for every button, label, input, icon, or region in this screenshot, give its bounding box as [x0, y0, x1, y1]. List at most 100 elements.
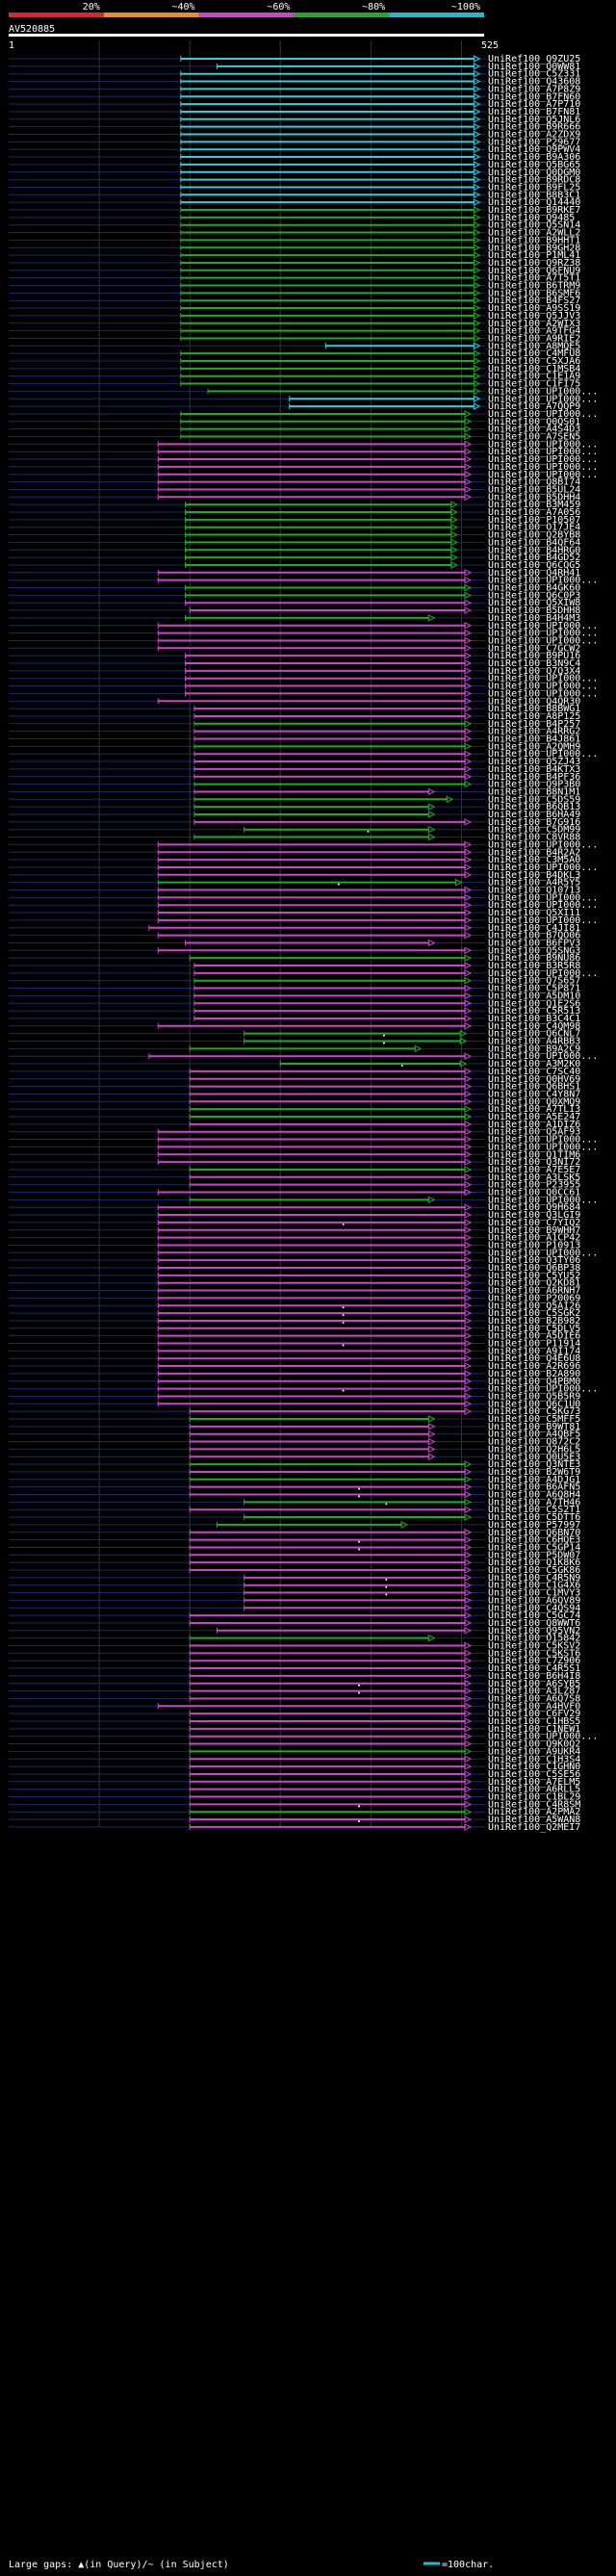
hit-label[interactable]: UniRef100_B8B3C1: [488, 190, 580, 200]
alignment-row[interactable]: UniRef100_Q43608: [9, 77, 580, 88]
hit-label[interactable]: UniRef100_C4R5S1: [488, 1663, 580, 1674]
hit-label[interactable]: UniRef100_B4FS27: [488, 296, 580, 306]
alignment-row[interactable]: UniRef100_Q6CNL7: [9, 1029, 580, 1040]
hit-label[interactable]: UniRef100_UPI000...: [488, 394, 598, 404]
alignment-row[interactable]: UniRef100_A7ELM5: [9, 1777, 580, 1788]
hit-label[interactable]: UniRef100_A9SS19: [488, 303, 580, 314]
hit-label[interactable]: UniRef100_A5WAN8: [488, 1815, 580, 1825]
hit-label[interactable]: UniRef100_UPI000...: [488, 1135, 598, 1146]
alignment-row[interactable]: UniRef100_A4DJG1: [9, 1475, 580, 1485]
alignment-row[interactable]: UniRef100_A2WLL2: [9, 228, 580, 239]
hit-label[interactable]: UniRef100_C5XJA6: [488, 356, 580, 367]
alignment-row[interactable]: UniRef100_B4J861: [9, 734, 580, 745]
hit-label[interactable]: UniRef100_C4QM98: [488, 1021, 580, 1032]
alignment-row[interactable]: UniRef100_Q5B5R9: [9, 1391, 580, 1402]
alignment-row[interactable]: UniRef100_Q1K8K6: [9, 1558, 580, 1568]
alignment-row[interactable]: UniRef100_A6RNH7: [9, 1286, 580, 1297]
alignment-row[interactable]: UniRef100_A7TH46: [9, 1497, 580, 1507]
alignment-row[interactable]: UniRef100_UPI000...: [9, 915, 598, 926]
alignment-row[interactable]: UniRef100_Q9ZU25: [9, 54, 580, 64]
alignment-row[interactable]: UniRef100_UPI000...: [9, 688, 598, 699]
alignment-row[interactable]: UniRef100_UPI000...: [9, 621, 598, 631]
alignment-row[interactable]: UniRef100_C5Z331: [9, 69, 580, 80]
hit-label[interactable]: UniRef100_C5KG73: [488, 1406, 580, 1417]
hit-label[interactable]: UniRef100_A7SEN5: [488, 432, 580, 443]
hit-label[interactable]: UniRef100_B3M459: [488, 500, 580, 510]
alignment-row[interactable]: UniRef100_B6TRM9: [9, 281, 580, 292]
hit-label[interactable]: UniRef100_C4MFU8: [488, 348, 580, 359]
hit-label[interactable]: UniRef100_Q9H684: [488, 1202, 580, 1213]
hit-label[interactable]: UniRef100_A9TFG4: [488, 326, 580, 337]
alignment-row[interactable]: UniRef100_C5KST6: [9, 1648, 580, 1659]
alignment-row[interactable]: UniRef100_P11914: [9, 1339, 580, 1350]
hit-label[interactable]: UniRef100_UPI000...: [488, 462, 598, 473]
alignment-row[interactable]: UniRef100_B6FPV3: [9, 938, 580, 948]
hit-label[interactable]: UniRef100_A7TLI3: [488, 1104, 580, 1115]
hit-label[interactable]: UniRef100_A4RBB3: [488, 1037, 580, 1047]
hit-label[interactable]: UniRef100_Q3NI72: [488, 1157, 580, 1168]
hit-label[interactable]: UniRef100_B4GK60: [488, 583, 580, 594]
alignment-row[interactable]: UniRef100_Q7Q3X4: [9, 666, 580, 677]
hit-label[interactable]: UniRef100_Q9ZU25: [488, 54, 580, 64]
hit-label[interactable]: UniRef100_A2QMH9: [488, 741, 580, 752]
alignment-row[interactable]: UniRef100_Q9485: [9, 213, 575, 223]
hit-label[interactable]: UniRef100_UPI000...: [488, 968, 598, 979]
alignment-row[interactable]: UniRef100_O17JE4: [9, 523, 580, 533]
alignment-row[interactable]: UniRef100_C5DLV5: [9, 1324, 580, 1334]
alignment-row[interactable]: UniRef100_UPI000...: [9, 576, 598, 586]
hit-label[interactable]: UniRef100_UPI000...: [488, 915, 598, 926]
alignment-row[interactable]: UniRef100_C7SC40: [9, 1067, 580, 1077]
alignment-row[interactable]: UniRef100_C3M5A0: [9, 855, 580, 865]
hit-label[interactable]: UniRef100_Q2BYB8: [488, 530, 580, 541]
hit-label[interactable]: UniRef100_B7FN81: [488, 107, 580, 117]
alignment-row[interactable]: UniRef100_C1E1A9: [9, 372, 580, 382]
hit-label[interactable]: UniRef100_Q9RZ38: [488, 258, 580, 269]
alignment-row[interactable]: UniRef100_Q4RH41: [9, 568, 580, 579]
alignment-row[interactable]: UniRef100_Q872C2: [9, 1437, 580, 1448]
hit-label[interactable]: UniRef100_B6SMF6: [488, 288, 580, 298]
alignment-row[interactable]: UniRef100_C5P871: [9, 984, 580, 994]
hit-label[interactable]: UniRef100_C1G4X6: [488, 1581, 580, 1591]
hit-label[interactable]: UniRef100_B2W6T9: [488, 1467, 580, 1478]
alignment-row[interactable]: UniRef100_Q6BHS1: [9, 1082, 580, 1093]
hit-label[interactable]: UniRef100_Q9PWV4: [488, 144, 580, 155]
alignment-row[interactable]: UniRef100_B4R2A2: [9, 847, 580, 858]
alignment-row[interactable]: UniRef100_C1GHN0: [9, 1762, 580, 1772]
alignment-row[interactable]: UniRef100_A4QBF5: [9, 1430, 580, 1440]
hit-label[interactable]: UniRef100_P10913: [488, 1240, 580, 1250]
hit-label[interactable]: UniRef100_C1H3S4: [488, 1754, 580, 1765]
hit-label[interactable]: UniRef100_P57997: [488, 1520, 580, 1531]
hit-label[interactable]: UniRef100_P10507: [488, 515, 580, 526]
alignment-row[interactable]: UniRef100_B9WT81: [9, 1422, 580, 1432]
hit-label[interactable]: UniRef100_B8BWG1: [488, 704, 580, 714]
alignment-row[interactable]: UniRef100_B3R5R8: [9, 961, 580, 971]
alignment-row[interactable]: UniRef100_B8N1M1: [9, 786, 580, 797]
hit-label[interactable]: UniRef100_Q2MEI7: [488, 1822, 580, 1833]
alignment-row[interactable]: UniRef100_UPI000...: [9, 1384, 598, 1395]
alignment-row[interactable]: UniRef100_Q6CQG5: [9, 560, 580, 571]
hit-label[interactable]: UniRef100_C5Z331: [488, 69, 580, 80]
alignment-row[interactable]: UniRef100_B2W6T9: [9, 1467, 580, 1478]
alignment-row[interactable]: UniRef100_A8P125: [9, 711, 580, 722]
alignment-row[interactable]: UniRef100_UPI000...: [9, 1732, 598, 1742]
hit-label[interactable]: UniRef100_Q95VN2: [488, 1626, 580, 1636]
alignment-row[interactable]: UniRef100_B9A2C9: [9, 1043, 580, 1054]
hit-label[interactable]: UniRef100_C5SE56: [488, 1769, 580, 1780]
hit-label[interactable]: UniRef100_C1E1A9: [488, 372, 580, 382]
hit-label[interactable]: UniRef100_B5DHH4: [488, 492, 580, 502]
alignment-row[interactable]: UniRef100_Q14440: [9, 197, 580, 208]
hit-label[interactable]: UniRef100_C4R5N9: [488, 1573, 580, 1584]
hit-label[interactable]: UniRef100_A6SYB5: [488, 1679, 580, 1689]
hit-label[interactable]: UniRef100_A7E5E7: [488, 1165, 580, 1175]
alignment-row[interactable]: UniRef100_Q2H6L5: [9, 1444, 580, 1455]
hit-label[interactable]: UniRef100_A6RLL5: [488, 1785, 580, 1795]
alignment-row[interactable]: UniRef100_B8B3C1: [9, 190, 580, 200]
alignment-row[interactable]: UniRef100_A7SEN5: [9, 432, 580, 443]
hit-label[interactable]: UniRef100_A6Q8H4: [488, 1490, 580, 1501]
alignment-row[interactable]: UniRef100_Q4PBM0: [9, 1377, 580, 1387]
hit-label[interactable]: UniRef100_Q8WWT6: [488, 1618, 580, 1629]
hit-label[interactable]: UniRef100_B2A890: [488, 1369, 580, 1379]
alignment-row[interactable]: UniRef100_A9RIE2: [9, 333, 580, 344]
hit-label[interactable]: UniRef100_Q6CQG5: [488, 560, 580, 571]
hit-label[interactable]: UniRef100_UPI000...: [488, 839, 598, 850]
